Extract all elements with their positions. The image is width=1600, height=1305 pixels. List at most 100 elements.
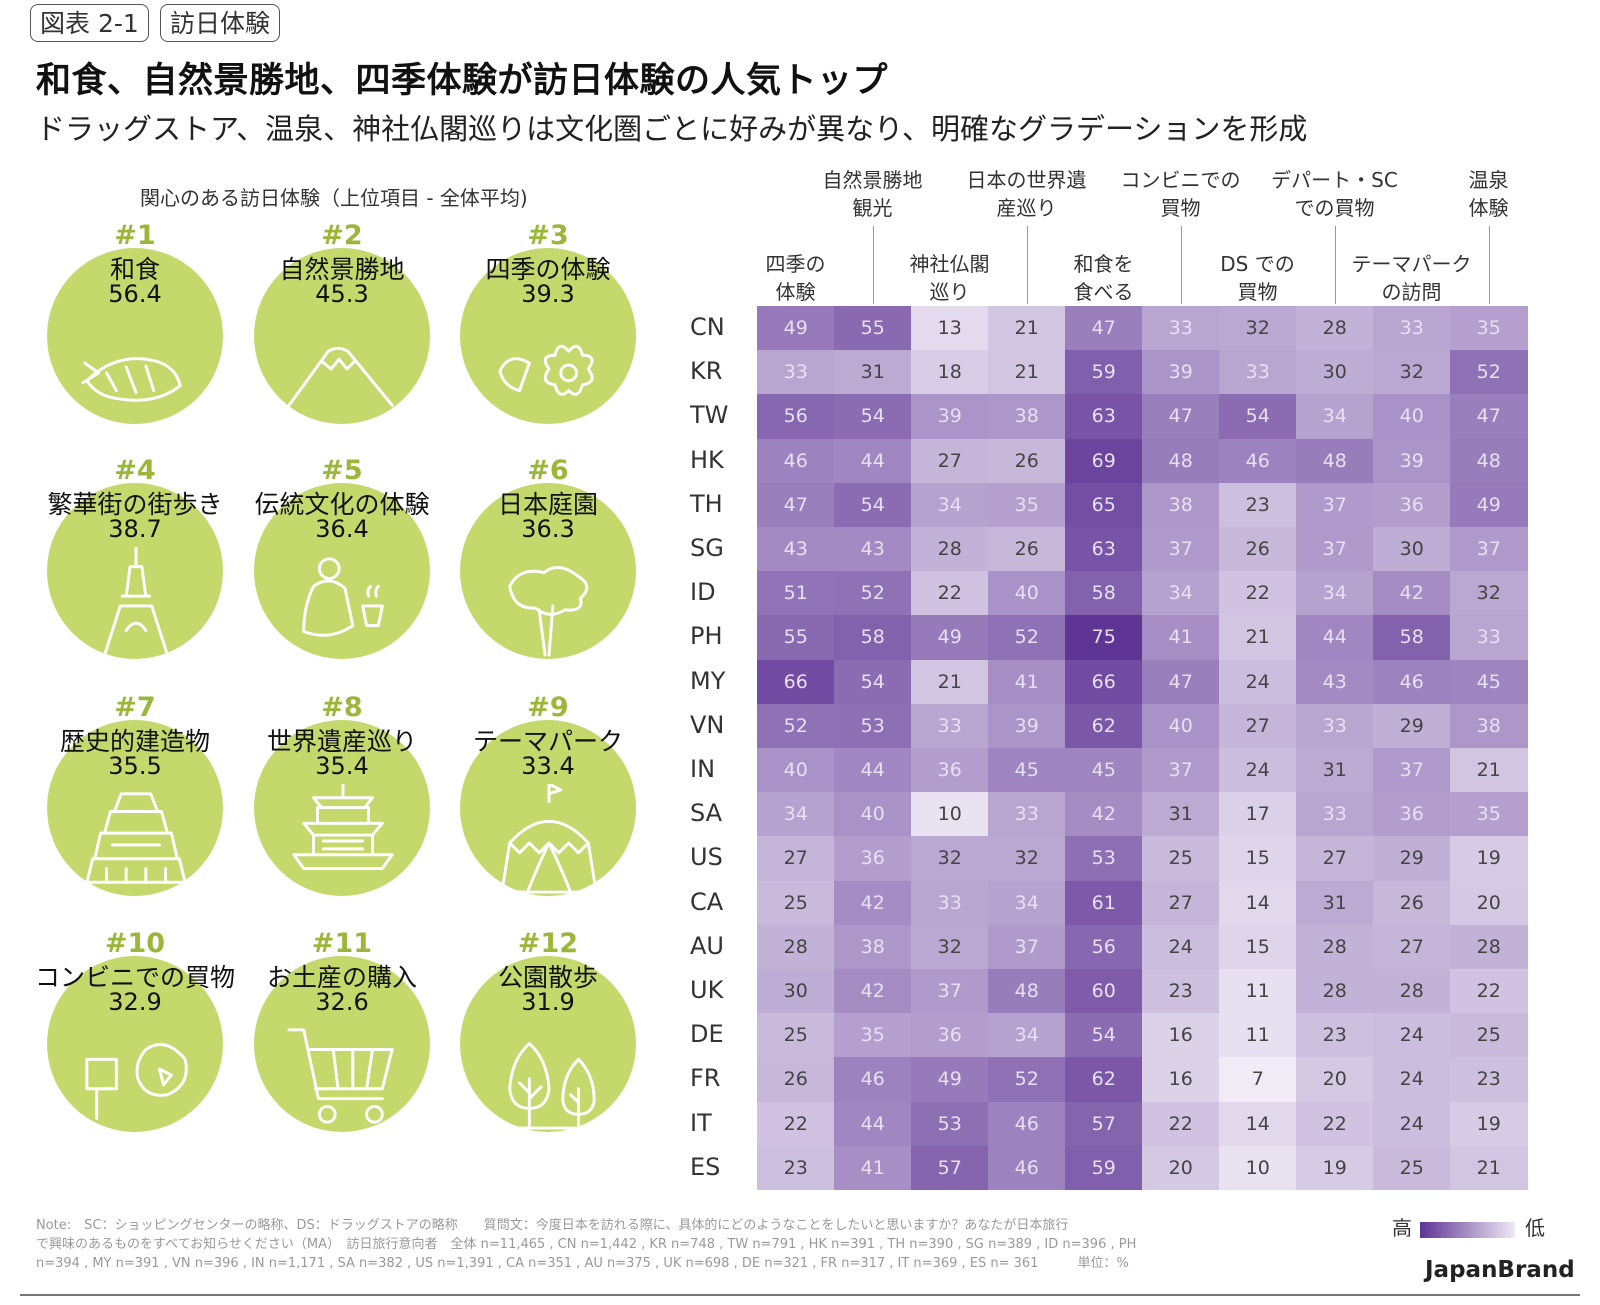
heatmap-cell: 26: [757, 1057, 835, 1103]
row-label: US: [690, 843, 723, 872]
experience-value: 36.3: [521, 515, 575, 543]
rank-label: #8: [321, 692, 363, 723]
heatmap-cell: 46: [988, 1101, 1066, 1147]
experience-circle-3: #3 四季の体験 39.3: [448, 220, 648, 424]
heatmap-cell: 54: [834, 659, 912, 705]
heatmap-cell: 45: [1065, 748, 1143, 793]
heatmap-cell: 23: [757, 1145, 835, 1191]
column-header-line: での買物: [1294, 196, 1375, 220]
heatmap-cell: 37: [1450, 527, 1528, 572]
heatmap-cell: 53: [834, 703, 912, 749]
column-header-line: 体験: [1468, 196, 1509, 220]
heatmap-cell: 35: [988, 482, 1066, 528]
heatmap-cell: 33: [1142, 306, 1220, 351]
heatmap-cell: 34: [988, 880, 1066, 926]
heatmap-cell: 36: [1373, 792, 1451, 837]
column-header: 和食を 食べる: [1029, 250, 1179, 306]
heatmap-cell: 28: [1450, 924, 1528, 970]
heatmap-cell: 23: [1142, 969, 1220, 1014]
heatmap-cell: 24: [1373, 1101, 1451, 1147]
heatmap-cell: 37: [1142, 527, 1220, 572]
heatmap-cell: 52: [757, 703, 835, 749]
circle-disk: [47, 248, 223, 424]
heatmap-cell: 10: [911, 792, 989, 837]
rank-label: #7: [114, 692, 156, 723]
heatmap-cell: 27: [1219, 703, 1297, 749]
column-header: 自然景勝地 観光: [798, 166, 948, 222]
heatmap-cell: 26: [988, 527, 1066, 572]
heatmap-cell: 16: [1142, 1057, 1220, 1103]
heatmap-cell: 29: [1373, 836, 1451, 882]
experience-circle-10: #10 コンビニでの買物 32.9: [35, 928, 235, 1132]
experience-circle-2: #2 自然景勝地 45.3: [242, 220, 442, 424]
heatmap-cell: 38: [988, 394, 1066, 440]
column-header-line: 買物: [1237, 280, 1278, 304]
column-header-line: 和食を: [1073, 252, 1134, 276]
heatmap-cell: 39: [988, 703, 1066, 749]
circle-disk: [254, 483, 430, 659]
tea-ceremony-icon: [284, 547, 402, 663]
heatmap-cell: 37: [911, 969, 989, 1014]
row-label: DE: [690, 1020, 724, 1049]
column-header-line: テーマパーク: [1351, 252, 1472, 276]
heatmap-cell: 24: [1373, 1013, 1451, 1058]
heatmap-cell: 28: [757, 924, 835, 970]
heatmap-cell: 34: [1296, 394, 1374, 440]
heatmap-cell: 24: [1219, 659, 1297, 705]
heatmap-cell: 26: [1373, 880, 1451, 926]
heatmap-cell: 47: [1450, 394, 1528, 440]
heatmap-cell: 55: [834, 306, 912, 351]
heatmap-cell: 22: [757, 1101, 835, 1147]
heatmap-cell: 47: [1142, 394, 1220, 440]
heatmap-cell: 33: [988, 792, 1066, 837]
column-header-line: 産巡り: [996, 196, 1057, 220]
heatmap-cell: 63: [1065, 527, 1143, 572]
heatmap-cell: 34: [911, 482, 989, 528]
onigiri-icon: [77, 1020, 195, 1136]
column-header-line: 買物: [1160, 196, 1201, 220]
heatmap-cell: 42: [1373, 571, 1451, 616]
experience-value: 33.4: [521, 752, 575, 780]
heatmap-cell: 41: [988, 659, 1066, 705]
footnote-line-2: で興味のあるものをすべてお知らせください（MA） 訪日旅行意向者 全体 n=11…: [36, 1237, 1137, 1252]
heatmap-cell: 47: [1065, 306, 1143, 351]
heatmap-cell: 38: [1142, 482, 1220, 528]
heatmap-cell: 60: [1065, 969, 1143, 1014]
pagoda-icon: [284, 782, 402, 900]
heatmap-cell: 40: [757, 748, 835, 793]
heatmap-cell: 31: [1296, 880, 1374, 926]
experience-value: 32.6: [315, 988, 369, 1016]
heatmap-cell: 35: [1450, 306, 1528, 351]
rank-label: #9: [527, 692, 569, 723]
heatmap-cell: 28: [911, 527, 989, 572]
heatmap-cell: 52: [834, 571, 912, 616]
heatmap-cell: 56: [1065, 924, 1143, 970]
heatmap-cell: 47: [757, 482, 835, 528]
cart-icon: [284, 1020, 402, 1136]
heatmap-cell: 40: [1142, 703, 1220, 749]
heatmap-cell: 22: [1142, 1101, 1220, 1147]
column-header: テーマパーク の訪問: [1337, 250, 1487, 306]
column-header: DS での 買物: [1183, 250, 1333, 306]
page-title: 和食、自然景勝地、四季体験が訪日体験の人気トップ: [36, 61, 889, 101]
heatmap-cell: 10: [1219, 1145, 1297, 1191]
heatmap-cell: 16: [1142, 1013, 1220, 1058]
circle-disk: [460, 720, 636, 896]
row-label: PH: [690, 622, 723, 651]
rank-label: #3: [527, 220, 569, 251]
column-header: コンビニでの 買物: [1106, 166, 1256, 222]
circle-disk: [460, 956, 636, 1132]
heatmap-cell: 20: [1142, 1145, 1220, 1191]
heatmap-cell: 28: [1296, 969, 1374, 1014]
heatmap-cell: 51: [757, 571, 835, 616]
experience-circle-5: #5 伝統文化の体験 36.4: [242, 455, 442, 659]
experience-label: 世界遺産巡り: [266, 727, 417, 756]
heatmap-cell: 34: [1296, 571, 1374, 616]
rank-label: #2: [321, 220, 363, 251]
figure-tag: 図表 2-1: [30, 4, 149, 42]
heatmap-cell: 75: [1065, 615, 1143, 661]
legend-low-label: 低: [1525, 1216, 1545, 1240]
footnote: Note: SC：ショッピングセンターの略称、DS：ドラッグストアの略称 質問文…: [36, 1216, 1256, 1273]
row-label: UK: [690, 976, 724, 1004]
heatmap-cell: 30: [757, 969, 835, 1014]
